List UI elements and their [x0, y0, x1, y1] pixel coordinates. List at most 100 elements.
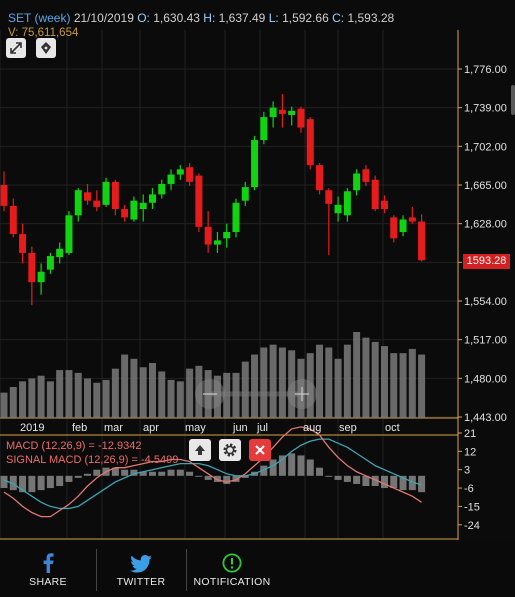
candle-body — [37, 271, 45, 283]
macd-histogram-bar — [28, 475, 36, 493]
volume-bar — [130, 358, 138, 418]
candle-body — [111, 181, 119, 210]
indicator-settings-button[interactable] — [219, 439, 241, 461]
macd-line — [3, 426, 422, 518]
candle-body — [167, 174, 175, 184]
candle-body — [130, 200, 138, 220]
candle-body — [251, 140, 259, 188]
notification-label: NOTIFICATION — [193, 576, 271, 588]
candle-body — [278, 109, 286, 114]
move-indicator-up-button[interactable] — [189, 439, 211, 461]
macd-histogram-bar — [278, 455, 286, 476]
volume-bar — [121, 354, 129, 418]
macd-histogram-bar — [19, 475, 27, 493]
macd-histogram-bar — [232, 475, 240, 482]
macd-histogram-bar — [408, 475, 416, 491]
signal-value-label: SIGNAL MACD (12,26,9) = -4.5499 — [6, 454, 179, 466]
time-tick-label: apr — [143, 422, 159, 434]
macd-histogram-bar — [121, 469, 129, 476]
candle-body — [46, 256, 54, 270]
macd-value-label: MACD (12,26,9) = -12.9342 — [6, 440, 142, 452]
time-tick-label: mar — [104, 422, 123, 434]
macd-histogram-bar — [362, 475, 370, 487]
current-price-tag: 1593.28 — [463, 254, 510, 269]
price-tick-label: 1,628.00 — [464, 219, 507, 231]
candle-body — [316, 165, 324, 191]
share-label: SHARE — [29, 576, 67, 588]
volume-bar — [390, 353, 398, 418]
close-icon — [255, 445, 265, 455]
volume-bar — [371, 341, 379, 418]
candle-body — [102, 181, 110, 205]
nav-divider — [186, 549, 187, 591]
twitter-button[interactable]: TWITTER — [96, 542, 186, 597]
expand-button[interactable] — [6, 38, 26, 58]
volume-bar — [37, 375, 45, 418]
volume-bar — [167, 379, 175, 418]
candle-body — [334, 204, 342, 214]
macd-histogram-bar — [213, 475, 221, 482]
macd-histogram-bar — [380, 475, 388, 489]
macd-histogram-bar — [9, 475, 17, 491]
time-tick-label: sep — [339, 422, 357, 434]
macd-histogram-bar — [93, 469, 101, 476]
zoom-slider[interactable] — [190, 377, 320, 411]
price-tick-label: 1,776.00 — [464, 64, 507, 76]
candle-body — [223, 232, 231, 239]
volume-bar — [195, 365, 203, 418]
macd-tick-label: -6 — [464, 483, 474, 495]
volume-bar — [176, 381, 184, 418]
drawing-tool-button[interactable] — [36, 38, 56, 58]
macd-tick-label: 3 — [464, 465, 470, 477]
notification-button[interactable]: NOTIFICATION — [186, 542, 278, 597]
macd-histogram-bar — [223, 475, 231, 484]
price-tick-label: 1,702.00 — [464, 141, 507, 153]
volume-bar — [93, 382, 101, 418]
volume-bar — [241, 361, 249, 418]
candle-body — [325, 190, 333, 204]
remove-indicator-button[interactable] — [249, 439, 271, 461]
twitter-label: TWITTER — [116, 576, 166, 588]
candle-body — [28, 252, 36, 283]
macd-histogram-bar — [56, 475, 64, 487]
volume-value: 75,611,654 — [21, 27, 79, 39]
volume-bar — [139, 367, 147, 418]
volume-bar — [0, 392, 8, 418]
share-bar: SHARE TWITTER NOTIFICATION — [0, 542, 515, 597]
candle-body — [19, 234, 27, 253]
candle-body — [353, 173, 361, 191]
macd-histogram-bar — [84, 473, 92, 476]
volume-bar — [111, 368, 119, 418]
macd-histogram-bar — [418, 475, 426, 493]
candle-body — [241, 187, 249, 201]
high-label: H: — [203, 11, 216, 25]
macd-histogram-bar — [241, 475, 249, 478]
price-tick-label: 1,517.00 — [464, 335, 507, 347]
volume-bar — [186, 368, 194, 418]
macd-histogram-bar — [260, 465, 268, 476]
volume-bar — [260, 347, 268, 418]
macd-histogram-bar — [158, 471, 166, 476]
macd-histogram-bar — [65, 475, 73, 482]
candle-body — [74, 190, 82, 216]
time-tick-label: 2019 — [20, 422, 44, 434]
macd-histogram-bar — [343, 475, 351, 482]
macd-histogram-bar — [390, 475, 398, 489]
open-label: O: — [137, 11, 150, 25]
price-tick-label: 1,665.00 — [464, 180, 507, 192]
share-button[interactable]: SHARE — [0, 542, 96, 597]
volume-bar — [362, 337, 370, 418]
volume-header: V: 75,611,654 — [8, 27, 78, 39]
volume-bar — [19, 381, 27, 418]
candle-body — [232, 202, 240, 233]
macd-histogram-bar — [111, 467, 119, 476]
candle-body — [121, 209, 129, 218]
candle-body — [408, 217, 416, 222]
volume-bar — [316, 344, 324, 418]
time-tick-label: oct — [385, 422, 400, 434]
notification-alert-icon — [222, 553, 242, 573]
close-value: 1,593.28 — [347, 11, 395, 25]
candle-body — [297, 108, 305, 128]
candle-body — [93, 200, 101, 207]
candle-body — [186, 167, 194, 182]
